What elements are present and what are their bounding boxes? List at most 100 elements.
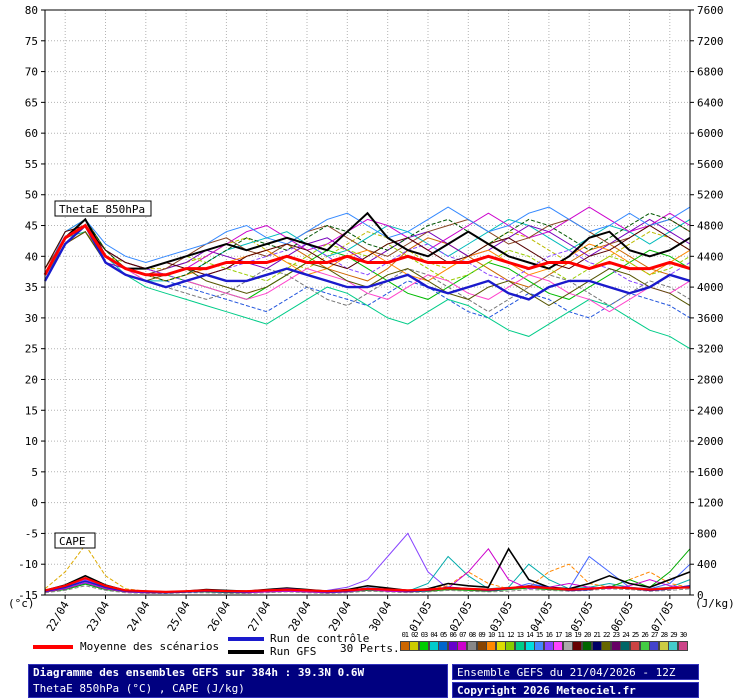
- x-axis-date-label: 02/05: [447, 599, 475, 631]
- pert-number: 26: [641, 631, 649, 639]
- pert-cell: 30: [678, 631, 689, 651]
- pert-color-swatch: [572, 641, 583, 651]
- pert-cell: 03: [418, 631, 429, 651]
- right-axis-tick-label: 5600: [697, 158, 724, 171]
- x-axis-date-label: 23/04: [84, 599, 112, 631]
- pert-color-swatch: [438, 641, 449, 651]
- footer-run-info: Ensemble GEFS du 21/04/2026 - 12Z: [457, 666, 676, 679]
- left-axis-tick-label: -15: [18, 589, 38, 602]
- right-axis-tick-label: 6000: [697, 127, 724, 140]
- cape-mean-line: [44, 576, 691, 594]
- cape-annotation-box: [54, 532, 96, 549]
- pert-number: 21: [593, 631, 601, 639]
- left-axis-tick-label: 20: [25, 373, 38, 386]
- pert-color-swatch: [534, 641, 545, 651]
- x-axis-date-label: 25/04: [165, 599, 193, 631]
- pert-cell: 18: [562, 631, 573, 651]
- pert-number: 03: [420, 631, 429, 639]
- pert-color-swatch: [543, 641, 554, 651]
- mean-line-label: Moyenne des scénarios: [80, 640, 220, 653]
- pert-color-swatch: [505, 641, 516, 651]
- left-axis-tick-label: 65: [25, 96, 38, 109]
- left-axis-tick-label: 35: [25, 281, 38, 294]
- footer-title-box: Diagramme des ensembles GEFS sur 384h : …: [28, 664, 448, 698]
- pert-cell: 01: [399, 631, 410, 651]
- x-axis-date-label: 22/04: [44, 599, 72, 631]
- left-axis-tick-label: 25: [25, 343, 38, 356]
- right-axis-tick-label: 2000: [697, 435, 724, 448]
- footer-title: Diagramme des ensembles GEFS sur 384h : …: [33, 666, 365, 679]
- pert-cell: 08: [466, 631, 477, 651]
- pert-cell: 12: [505, 631, 516, 651]
- ensemble-chart: 80757065605550454035302520151050-5-10-15…: [8, 4, 735, 634]
- pert-color-swatch: [428, 641, 439, 651]
- perturbation-color-strip: 01 02 03 04 05 06 07 08 09 10 11 12 13 14 15 16 17 18 19 20…: [399, 631, 689, 651]
- left-axis-tick-label: -5: [25, 527, 38, 540]
- pert-number: 10: [487, 631, 496, 639]
- pert-cell: 17: [553, 631, 564, 651]
- pert-cell: 02: [409, 631, 420, 651]
- pert-number: 15: [535, 631, 544, 639]
- pert-cell: 13: [514, 631, 525, 651]
- pert-cell: 24: [620, 631, 631, 651]
- right-axis-tick-label: 2400: [697, 404, 724, 417]
- left-axis-tick-label: 45: [25, 220, 38, 233]
- pert-color-swatch: [630, 641, 641, 651]
- pert-number: 11: [497, 631, 506, 639]
- pert-number: 02: [411, 631, 419, 639]
- right-axis-tick-label: 6800: [697, 66, 724, 79]
- pert-number: 14: [526, 631, 534, 639]
- right-axis-tick-label: 4400: [697, 250, 724, 263]
- thetae-member-line-P12: [44, 231, 691, 350]
- thetae-annotation-box: [54, 200, 152, 217]
- pert-number: 29: [670, 631, 678, 639]
- x-axis-date-label: 30/04: [366, 599, 394, 631]
- right-axis-tick-label: 1600: [697, 466, 724, 479]
- pert-number: 12: [507, 631, 515, 639]
- pert-color-swatch: [524, 641, 535, 651]
- left-axis-tick-label: 15: [25, 404, 38, 417]
- control-line-swatch: [228, 637, 264, 641]
- thetae-member-line-P04: [44, 218, 691, 282]
- pert-cell: 28: [658, 631, 669, 651]
- pert-color-swatch: [649, 641, 660, 651]
- pert-color-swatch: [399, 641, 410, 651]
- left-axis-tick-label: 40: [25, 250, 38, 263]
- pert-number: 09: [478, 631, 486, 639]
- pert-color-swatch: [668, 641, 679, 651]
- x-axis-date-label: 05/05: [568, 599, 596, 631]
- right-axis-tick-label: 5200: [697, 189, 724, 202]
- pert-cell: 16: [543, 631, 554, 651]
- thetae-control-line: [43, 223, 691, 301]
- pert-number: 05: [439, 631, 448, 639]
- pert-color-swatch: [582, 641, 593, 651]
- pert-color-swatch: [601, 641, 612, 651]
- pert-number: 27: [651, 631, 659, 639]
- pert-cell: 29: [668, 631, 679, 651]
- pert-number: 04: [430, 631, 438, 639]
- pert-cell: 14: [524, 631, 535, 651]
- thetae-member-line-P13: [44, 206, 691, 276]
- left-axis-tick-label: -10: [18, 558, 38, 571]
- pert-cell: 11: [495, 631, 506, 651]
- right-axis-tick-label: 0: [697, 589, 704, 602]
- pert-color-swatch: [409, 641, 420, 651]
- pert-number: 18: [564, 631, 573, 639]
- pert-number: 13: [516, 631, 525, 639]
- thetae-member-line-P17: [44, 212, 691, 282]
- pert-cell: 06: [447, 631, 458, 651]
- thetae-member-line-P07: [44, 206, 691, 282]
- footer-subtitle: ThetaE 850hPa (°C) , CAPE (J/kg): [33, 682, 245, 695]
- pert-color-swatch: [476, 641, 487, 651]
- pert-color-swatch: [562, 641, 573, 651]
- thetae-mean-line: [43, 223, 691, 277]
- footer-run-box: Ensemble GEFS du 21/04/2026 - 12Z: [452, 664, 699, 680]
- x-axis-date-label: 04/05: [528, 599, 556, 631]
- pert-color-swatch: [591, 641, 602, 651]
- mean-line-swatch: [33, 645, 73, 649]
- pert-cell: 20: [582, 631, 593, 651]
- x-axis-date-label: 28/04: [286, 599, 314, 631]
- pert-color-swatch: [495, 641, 506, 651]
- right-axis-tick-label: 7200: [697, 35, 724, 48]
